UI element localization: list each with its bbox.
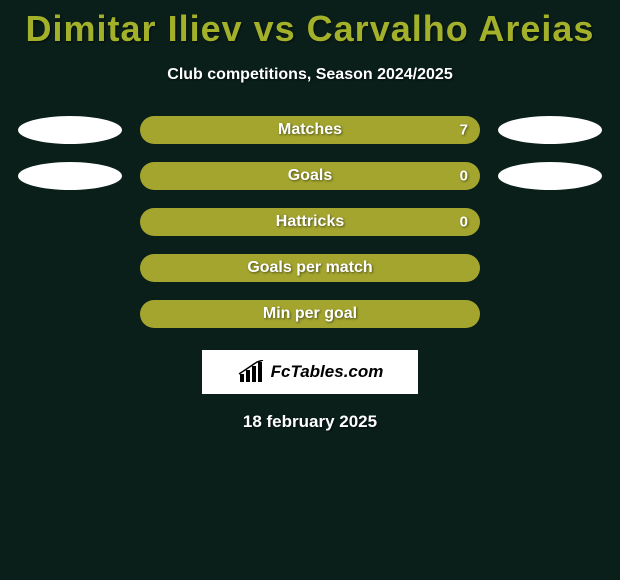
stat-bar: Goals 0 — [140, 162, 480, 190]
player-right-ellipse — [498, 116, 602, 144]
stat-row: Goals 0 — [0, 162, 620, 190]
stat-value-right: 0 — [460, 168, 468, 185]
stat-row: Matches 7 — [0, 116, 620, 144]
stat-row: Hattricks 0 — [0, 208, 620, 236]
stat-value-right: 0 — [460, 214, 468, 231]
player-left-ellipse — [18, 116, 122, 144]
stat-row: Min per goal — [0, 300, 620, 328]
stat-bar: Hattricks 0 — [140, 208, 480, 236]
ellipse-placeholder — [18, 254, 122, 282]
page-title: Dimitar Iliev vs Carvalho Areias — [0, 8, 620, 50]
ellipse-placeholder — [18, 208, 122, 236]
date-label: 18 february 2025 — [0, 412, 620, 432]
bar-chart-icon — [237, 360, 267, 384]
stat-bar: Goals per match — [140, 254, 480, 282]
ellipse-placeholder — [498, 300, 602, 328]
stat-bar: Min per goal — [140, 300, 480, 328]
player-right-ellipse — [498, 162, 602, 190]
stat-bar: Matches 7 — [140, 116, 480, 144]
stat-value-right: 7 — [460, 122, 468, 139]
logo-box: FcTables.com — [202, 350, 418, 394]
ellipse-placeholder — [498, 208, 602, 236]
subtitle: Club competitions, Season 2024/2025 — [0, 66, 620, 84]
stat-label: Min per goal — [263, 305, 357, 323]
stat-label: Goals — [288, 167, 332, 185]
stat-label: Hattricks — [276, 213, 344, 231]
stat-label: Matches — [278, 121, 342, 139]
player-left-ellipse — [18, 162, 122, 190]
ellipse-placeholder — [18, 300, 122, 328]
infographic-container: Dimitar Iliev vs Carvalho Areias Club co… — [0, 0, 620, 432]
ellipse-placeholder — [498, 254, 602, 282]
stat-label: Goals per match — [247, 259, 372, 277]
stat-row: Goals per match — [0, 254, 620, 282]
logo-text: FcTables.com — [271, 362, 384, 382]
stats-rows: Matches 7 Goals 0 Hattricks 0 Goals per match M… — [0, 116, 620, 328]
